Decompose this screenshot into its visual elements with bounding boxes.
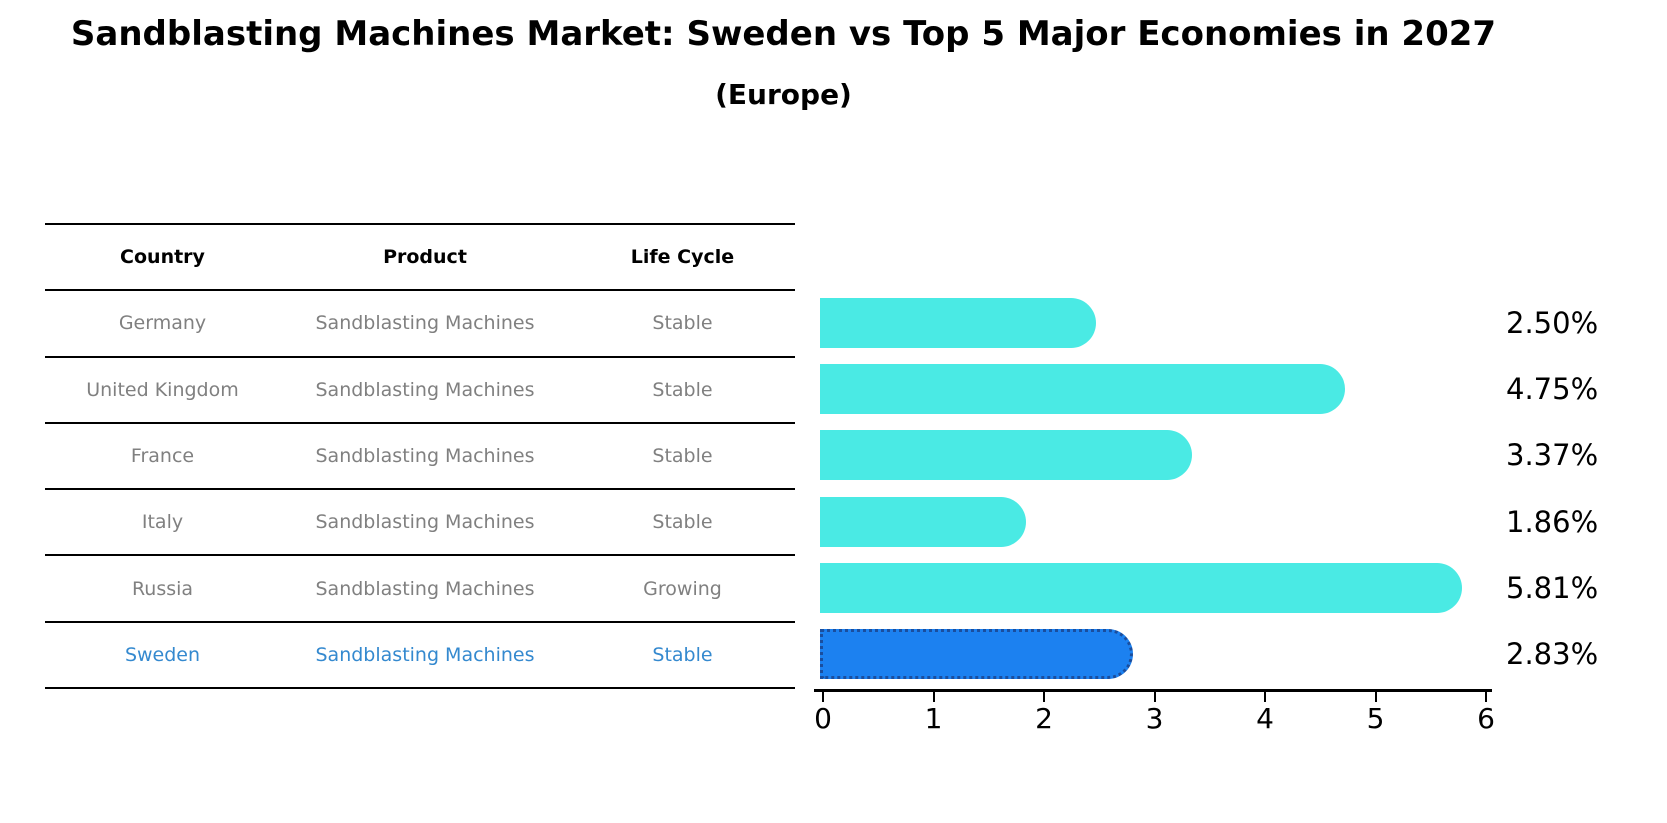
table-row: Italy Sandblasting Machines Stable <box>45 490 795 557</box>
bar-row <box>820 621 1462 687</box>
cell-product: Sandblasting Machines <box>315 577 535 600</box>
bar-germany <box>820 297 1097 348</box>
x-tick-mark <box>1264 692 1266 702</box>
title-block: Sandblasting Machines Market: Sweden vs … <box>0 14 1567 54</box>
bar-row <box>820 290 1462 356</box>
cell-product: Sandblasting Machines <box>315 378 535 401</box>
subtitle-block: (Europe) <box>0 78 1567 111</box>
x-tick-label: 2 <box>1035 702 1053 735</box>
table-body: Germany Sandblasting Machines Stable United… <box>45 291 795 690</box>
x-tick-mark <box>1043 692 1045 702</box>
cell-product: Sandblasting Machines <box>315 445 535 468</box>
x-axis-line <box>814 689 1492 692</box>
cell-product: Sandblasting Machines <box>315 312 535 335</box>
value-label: 1.86% <box>1506 504 1599 539</box>
bar-row <box>820 422 1462 488</box>
value-row: 3.37% <box>1506 422 1661 488</box>
value-label: 4.75% <box>1506 372 1599 407</box>
cell-country: United Kingdom <box>86 378 239 401</box>
cell-country: France <box>130 445 195 468</box>
value-row-spacer <box>1506 223 1661 289</box>
cell-life-cycle: Stable <box>652 511 713 534</box>
value-label: 2.50% <box>1506 305 1599 340</box>
bar-row <box>820 555 1462 621</box>
bar-russia <box>820 562 1462 613</box>
table-header-life-cycle: Life Cycle <box>630 246 735 269</box>
x-tick-mark <box>932 692 935 702</box>
value-label: 3.37% <box>1506 438 1599 473</box>
value-labels: 2.50% 4.75% 3.37% 1.86% 5.81% 2.83% <box>1506 223 1661 687</box>
bar-highlight-sweden <box>820 629 1133 680</box>
cell-country: Italy <box>141 511 184 534</box>
bar-row <box>820 356 1462 422</box>
value-row: 5.81% <box>1506 555 1661 621</box>
table-row: Russia Sandblasting Machines Growing <box>45 556 795 623</box>
table-row: Sweden Sandblasting Machines Stable <box>45 623 795 690</box>
x-tick-label: 6 <box>1477 702 1495 735</box>
value-row: 2.50% <box>1506 290 1661 356</box>
x-tick-label: 5 <box>1366 702 1385 735</box>
x-tick-label: 1 <box>924 702 943 735</box>
bar-united-kingdom <box>820 364 1345 415</box>
bar-france <box>820 430 1193 481</box>
x-tick-mark <box>822 692 824 702</box>
bar-italy <box>820 496 1026 547</box>
value-label: 2.83% <box>1506 637 1599 672</box>
x-tick-label: 4 <box>1256 702 1274 735</box>
value-label: 5.81% <box>1506 570 1599 605</box>
cell-country: Germany <box>118 312 207 335</box>
table-row: United Kingdom Sandblasting Machines Stabl… <box>45 358 795 424</box>
bar-chart <box>820 223 1462 687</box>
country-table: Country Product Life Cycle Germany Sandbl… <box>45 223 795 690</box>
x-tick-mark <box>1374 692 1377 702</box>
cell-country: Russia <box>131 577 194 600</box>
table-header-country: Country <box>120 246 205 269</box>
bar-row-spacer <box>820 223 1462 289</box>
cell-life-cycle: Growing <box>643 577 722 600</box>
cell-life-cycle: Stable <box>652 445 713 468</box>
chart-subtitle: (Europe) <box>715 78 852 111</box>
value-row: 4.75% <box>1506 356 1661 422</box>
table-row: Germany Sandblasting Machines Stable <box>45 291 795 358</box>
table-header-product: Product <box>383 246 467 269</box>
x-tick-mark <box>1485 692 1487 702</box>
cell-life-cycle: Stable <box>652 378 713 401</box>
x-tick-mark <box>1153 692 1156 702</box>
x-tick-label: 0 <box>814 702 832 735</box>
bar-row <box>820 488 1462 554</box>
cell-product: Sandblasting Machines <box>315 643 535 666</box>
cell-life-cycle: Stable <box>652 312 713 335</box>
cell-life-cycle: Stable <box>652 643 713 666</box>
value-row: 2.83% <box>1506 621 1661 687</box>
value-row: 1.86% <box>1506 488 1661 554</box>
cell-country: Sweden <box>124 643 201 666</box>
chart-title: Sandblasting Machines Market: Sweden vs … <box>70 14 1497 54</box>
table-row: France Sandblasting Machines Stable <box>45 424 795 491</box>
x-tick-label: 3 <box>1145 702 1164 735</box>
table-header-row: Country Product Life Cycle <box>45 225 795 292</box>
cell-product: Sandblasting Machines <box>315 511 535 534</box>
